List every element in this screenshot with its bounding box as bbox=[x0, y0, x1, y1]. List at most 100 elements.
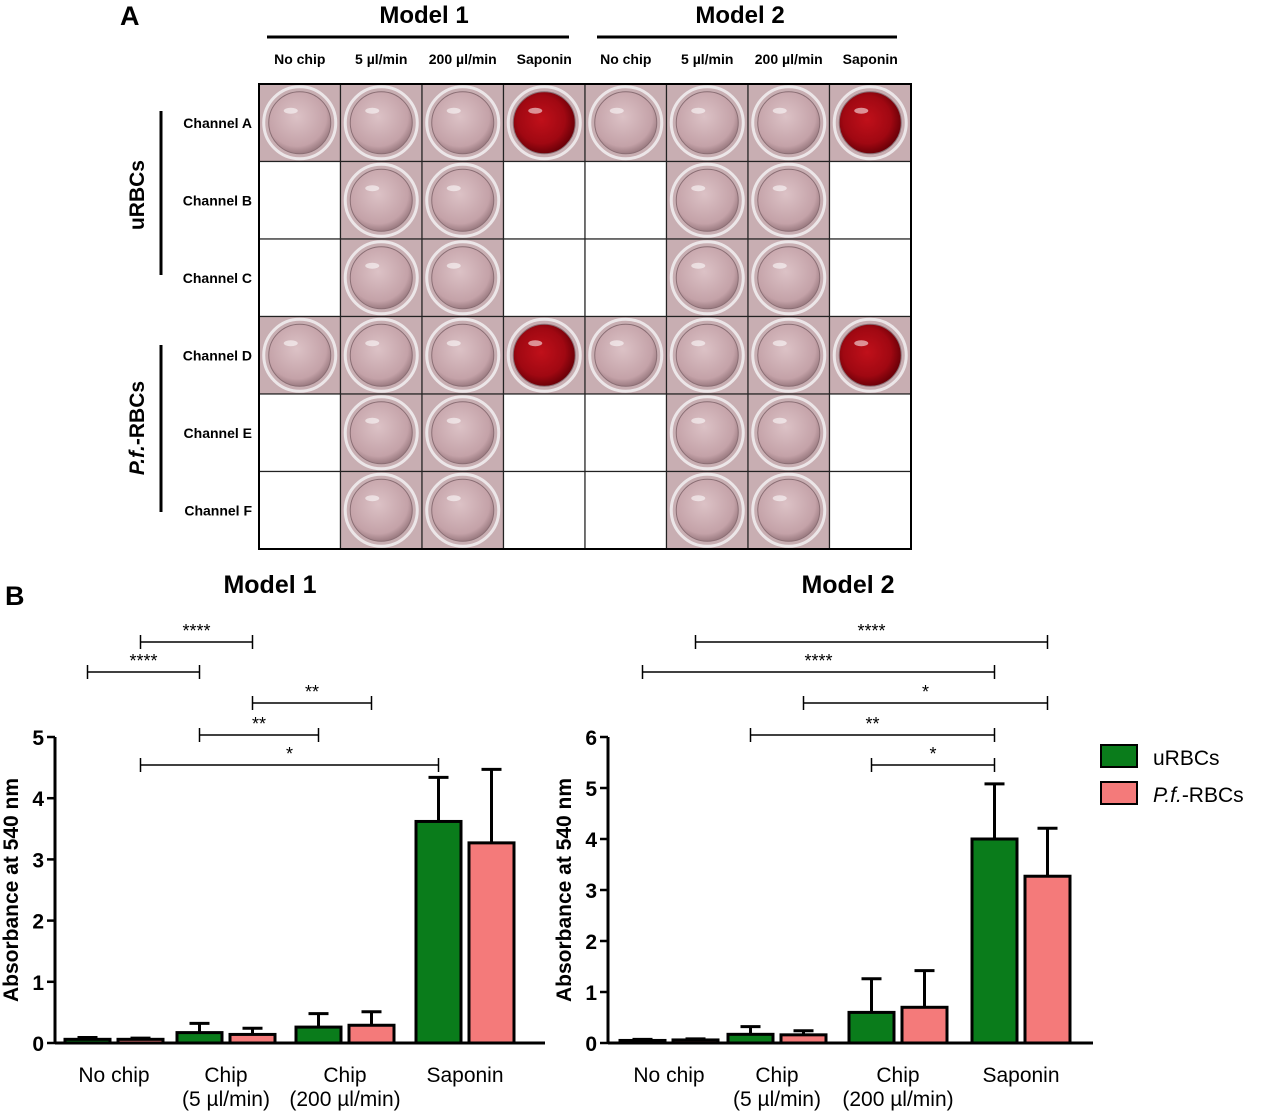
y-tick-label: 2 bbox=[585, 931, 597, 954]
significance-label: * bbox=[922, 682, 929, 702]
well-highlight bbox=[772, 495, 787, 502]
x-tick-label: Saponin bbox=[982, 1064, 1059, 1087]
model-2-bar-chart: Model 2 Absorbance at 540 nm 0 1 2 3 4 5 6 No chi… bbox=[553, 571, 1093, 1111]
bar bbox=[116, 1037, 165, 1045]
bar bbox=[618, 1038, 667, 1045]
well-sample bbox=[431, 91, 495, 155]
well-sample bbox=[431, 478, 495, 542]
well-sample bbox=[757, 168, 821, 232]
well-cell bbox=[502, 160, 586, 240]
well-highlight bbox=[772, 185, 787, 192]
column-header: 5 µl/min bbox=[681, 51, 733, 67]
well-cell bbox=[584, 238, 668, 318]
well-highlight bbox=[365, 340, 380, 347]
row-label: Channel F bbox=[184, 502, 252, 518]
bar bbox=[63, 1037, 112, 1045]
well-rim bbox=[588, 85, 664, 161]
well-highlight bbox=[365, 495, 380, 502]
well-rim bbox=[832, 317, 908, 393]
well-sample bbox=[675, 168, 739, 232]
well-sample bbox=[757, 91, 821, 155]
x-tick-label: Chip bbox=[876, 1064, 919, 1087]
well-highlight bbox=[854, 107, 869, 114]
bar bbox=[970, 837, 1019, 1045]
well-highlight bbox=[528, 107, 543, 114]
column-header: 200 µl/min bbox=[429, 51, 497, 67]
well-rim bbox=[262, 85, 338, 161]
chart-title: Model 2 bbox=[801, 571, 894, 599]
well-highlight bbox=[609, 107, 624, 114]
well-highlight bbox=[283, 107, 298, 114]
bar bbox=[726, 1032, 775, 1045]
significance-label: **** bbox=[129, 651, 157, 671]
well-sample bbox=[349, 323, 413, 387]
y-tick-label: 0 bbox=[585, 1033, 597, 1056]
well-sample bbox=[431, 323, 495, 387]
significance-label: ** bbox=[865, 714, 879, 734]
well-rim bbox=[506, 85, 582, 161]
well-sample bbox=[757, 323, 821, 387]
significance-label: ** bbox=[252, 714, 266, 734]
well-highlight bbox=[528, 340, 543, 347]
well-rim bbox=[669, 472, 745, 548]
column-headers: No chip 5 µl/min 200 µl/min Saponin No chip 5… bbox=[274, 51, 898, 67]
well-sample bbox=[349, 478, 413, 542]
y-axis-label: Absorbance at 540 nm bbox=[0, 778, 23, 1002]
well-rim bbox=[669, 395, 745, 471]
well-grid-border bbox=[258, 83, 912, 550]
pf-rbcs-group-label: P.f.-RBCs bbox=[126, 381, 149, 475]
x-tick-label: No chip bbox=[78, 1064, 149, 1087]
well-rim bbox=[343, 317, 419, 393]
well-rim bbox=[425, 85, 501, 161]
well-sample bbox=[594, 323, 658, 387]
well-sample bbox=[431, 246, 495, 310]
column-header: Saponin bbox=[517, 51, 572, 67]
legend-swatch-urbcs bbox=[1100, 744, 1138, 768]
well-sample bbox=[675, 401, 739, 465]
significance-label: ** bbox=[305, 682, 319, 702]
well-rim bbox=[751, 395, 827, 471]
well-rim bbox=[343, 240, 419, 316]
well-sample bbox=[675, 246, 739, 310]
well-cell bbox=[258, 470, 342, 550]
well-highlight bbox=[446, 495, 461, 502]
well-highlight bbox=[691, 417, 706, 424]
bar bbox=[228, 1032, 277, 1045]
well-sample bbox=[349, 168, 413, 232]
well-rim bbox=[425, 395, 501, 471]
significance-label: **** bbox=[857, 621, 885, 641]
well-highlight bbox=[446, 107, 461, 114]
x-tick-label: Chip bbox=[204, 1064, 247, 1087]
well-rim bbox=[506, 317, 582, 393]
y-tick-label: 1 bbox=[585, 982, 597, 1005]
bar bbox=[1023, 874, 1072, 1045]
x-tick-label: Saponin bbox=[426, 1064, 503, 1087]
well-rim bbox=[832, 85, 908, 161]
well-sample bbox=[431, 168, 495, 232]
well-highlight bbox=[283, 340, 298, 347]
well-rim bbox=[343, 85, 419, 161]
legend-swatch-pf-rbcs bbox=[1100, 781, 1138, 805]
x-tick-label-line2: (200 µl/min) bbox=[842, 1088, 953, 1111]
well-rim bbox=[343, 472, 419, 548]
model-1-bar-chart: Model 1 Absorbance at 540 nm 0 1 2 3 4 5 No chip… bbox=[0, 571, 545, 1111]
well-hemolysed bbox=[512, 323, 576, 387]
bar bbox=[900, 1005, 949, 1045]
well-cell bbox=[828, 393, 912, 473]
x-tick-label: Chip bbox=[755, 1064, 798, 1087]
well-rim bbox=[588, 317, 664, 393]
bar bbox=[347, 1023, 396, 1045]
well-cell bbox=[502, 238, 586, 318]
well-cell bbox=[828, 160, 912, 240]
well-sample bbox=[349, 401, 413, 465]
well-sample bbox=[268, 91, 332, 155]
well-rim bbox=[669, 162, 745, 238]
well-sample bbox=[757, 401, 821, 465]
well-sample bbox=[349, 91, 413, 155]
significance-label: * bbox=[286, 744, 293, 764]
well-rim bbox=[425, 162, 501, 238]
column-header: 200 µl/min bbox=[755, 51, 823, 67]
significance-label: * bbox=[929, 744, 936, 764]
bar bbox=[294, 1025, 343, 1045]
